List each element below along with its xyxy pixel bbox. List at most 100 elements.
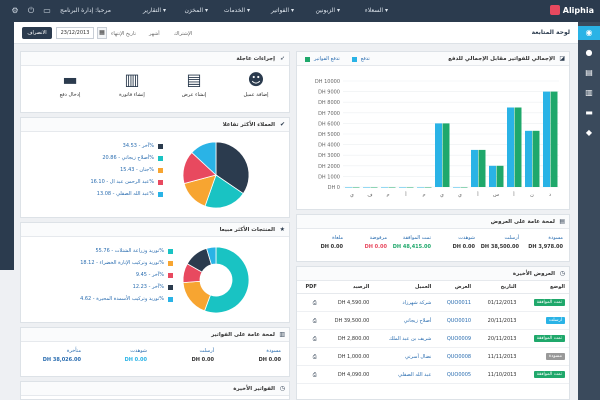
date-label: تاريخ الإنتهاء [111,31,136,37]
legend-item: أصلاح زيجاتي - 20.86% [33,152,163,164]
create-invoice-button[interactable]: ▥ إنشاء فاتورة [111,68,153,98]
nav-clients[interactable]: السعلاء ▾ [364,7,388,14]
app-logo[interactable]: Aliphia [549,5,594,15]
panel-title: الإجمالي للفواتير مقابل الإجمالي للدفع [448,56,555,62]
invoice-sent-stat[interactable]: أرسلت DH 0.00 [192,348,214,363]
bar [496,165,504,187]
client-link[interactable]: شريف بن عبد الملك [373,329,436,348]
status-cell: مسودة [520,347,569,366]
quote-link[interactable]: QUO0011 [435,293,476,312]
clock-icon: ◷ [559,270,565,277]
invoice-overdue-stat[interactable]: متأخرة DH 38,026.00 [43,348,81,363]
legend-swatch [158,191,163,197]
add-client-button[interactable]: ☻ إضافة عميل [235,68,277,98]
print-icon[interactable]: ⎙ [297,311,321,330]
quote-stat[interactable]: ملغاة DH 0.00 [321,235,343,250]
column-header: الرصيد [320,281,374,294]
quote-stat[interactable]: أرسلت DH 38,500.00 [481,235,519,250]
products-donut-chart [182,246,250,314]
date-cell: 11/10/2013 [475,365,521,384]
y-tick-label: DH 5000 [318,132,340,138]
client-link[interactable]: أصلاح زيجاتي [373,311,436,330]
table-row[interactable]: تمت الموافقة 01/12/2013 QUO0011 شركة شهرزاد… [297,293,569,312]
table-row[interactable]: تمت الموافقة 11/10/2013 QUO0005 عبد الله ال… [297,365,569,384]
print-icon[interactable]: ⎙ [297,347,321,366]
amount-cell: DH 2,800.00 [320,329,374,348]
nav-services[interactable]: الخدمات ▾ [223,7,250,14]
monitor-icon[interactable]: ▭ [43,6,51,15]
print-icon[interactable]: ⎙ [297,365,321,384]
table-row[interactable]: أرسلت 20/11/2013 QUO0010 أصلاح زيجاتي DH 39,… [297,311,569,330]
x-tick-label: س [493,192,499,198]
invoices-icon[interactable]: ▥ [585,88,593,97]
x-tick-label: م [386,192,389,198]
client-link[interactable]: عبد الله الصقلي [373,365,436,384]
quote-link[interactable]: QUO0005 [435,365,476,384]
print-button[interactable]: الانصراف [22,27,52,39]
bar [442,123,450,187]
client-link[interactable]: شركة شهرزاد [373,293,436,312]
invoice-draft-stat[interactable]: مسودة DH 0.00 [259,348,281,363]
bar [424,187,432,188]
nav-reports[interactable]: التقارير ▾ [143,7,166,14]
stat-value: DH 0.00 [258,357,281,363]
bar [381,187,388,188]
stat-label: ملغاة [332,235,343,241]
breadcrumb: لوحة المتابعة الانصراف 23/12/2013 ▦ تاري… [14,22,578,44]
stat-value: DH 0.00 [191,357,214,363]
nav-inventory[interactable]: المخزن ▾ [184,7,208,14]
date-cell: 20/11/2013 [475,329,521,348]
legend-label: آخر - 34.53% [122,143,154,149]
bar [345,187,352,188]
bar [478,149,486,187]
legend-swatch [168,284,173,290]
documents-icon[interactable]: ▤ [585,68,593,77]
payments-icon[interactable]: ▬ [585,108,593,117]
client-link[interactable]: نضال أسرتي [373,347,436,366]
nav-invoices[interactable]: الفواتير ▾ [270,7,294,14]
quote-stat[interactable]: تمت الموافقة DH 48,415.00 [393,235,431,250]
quote-stat[interactable]: شوهدت DH 0.00 [453,235,475,250]
bar [453,187,460,188]
enter-payment-button[interactable]: ▬ إدخال دفع [49,68,91,98]
invoice-summary-panel: لمحة عامة على الفواتير ▥ مسودة DH 0.00 أرس… [20,327,290,377]
quote-link[interactable]: QUO0009 [435,329,476,348]
tags-icon[interactable]: ◆ [585,128,593,137]
date-field[interactable]: 23/12/2013 [56,27,94,39]
print-icon[interactable]: ⎙ [297,329,321,348]
status-cell: تمت الموافقة [520,293,569,312]
calendar-icon[interactable]: ▦ [97,27,107,39]
dashboard-icon[interactable]: ◉ [578,26,600,40]
panel-title: العروض الأخيرة [512,271,555,277]
table-row[interactable]: تمت الموافقة 20/11/2013 QUO0009 شريف بن عبد… [297,329,569,348]
bar [417,187,424,188]
document-icon: ▤ [186,70,202,89]
quote-stat[interactable]: مرفوضة DH 0.00 [365,235,387,250]
y-tick-label: DH 9000 [318,90,340,96]
print-icon[interactable]: ⎙ [297,293,321,312]
table-row[interactable]: مسودة 11/11/2013 QUO0008 نضال أسرتي DH 1,000… [297,347,569,366]
stat-label: أرسلت [504,235,519,241]
products-chart-panel: المنتجات الأكثر مبيعا ★ توريد وزراعة الشت… [20,222,290,323]
sidebar: ◉ ● ▤ ▥ ▬ ◆ [578,22,600,400]
bar [363,187,370,188]
power-icon[interactable]: ⏻ [27,6,35,15]
quote-link[interactable]: QUO0008 [435,347,476,366]
quote-stat[interactable]: مسودة DH 3,978.00 [528,235,563,250]
recent-quotes-panel: العروض الأخيرة ◷ الوضع التاريخ العرض العميل ا… [296,266,570,400]
legend-label: عبد الله الصقلي - 13.08% [96,191,154,197]
date-cell: 20/11/2013 [475,311,521,330]
range-label[interactable]: أشهر [149,31,160,37]
stat-label: تمت الموافقة [402,235,431,241]
quote-link[interactable]: QUO0010 [435,311,476,330]
invoice-viewed-stat[interactable]: شوهدت DH 0.00 [125,348,147,363]
gear-icon[interactable]: ⚙ [11,6,19,15]
stat-label: أرسلت [199,348,214,354]
legend-label: تدفع [360,56,370,62]
create-quote-button[interactable]: ▤ إنشاء عرض [173,68,215,98]
legend-item: عبد الرحمن عبد ال - 16.10% [33,176,163,188]
invoices-bar-chart: DH 0 DH 1000 DH 2000 DH 3000 DH 4000 DH 5000 D… [315,79,559,198]
y-tick-label: DH 7000 [318,111,340,117]
clients-icon[interactable]: ● [585,48,593,57]
nav-quotes[interactable]: الزبونين ▾ [315,7,340,14]
